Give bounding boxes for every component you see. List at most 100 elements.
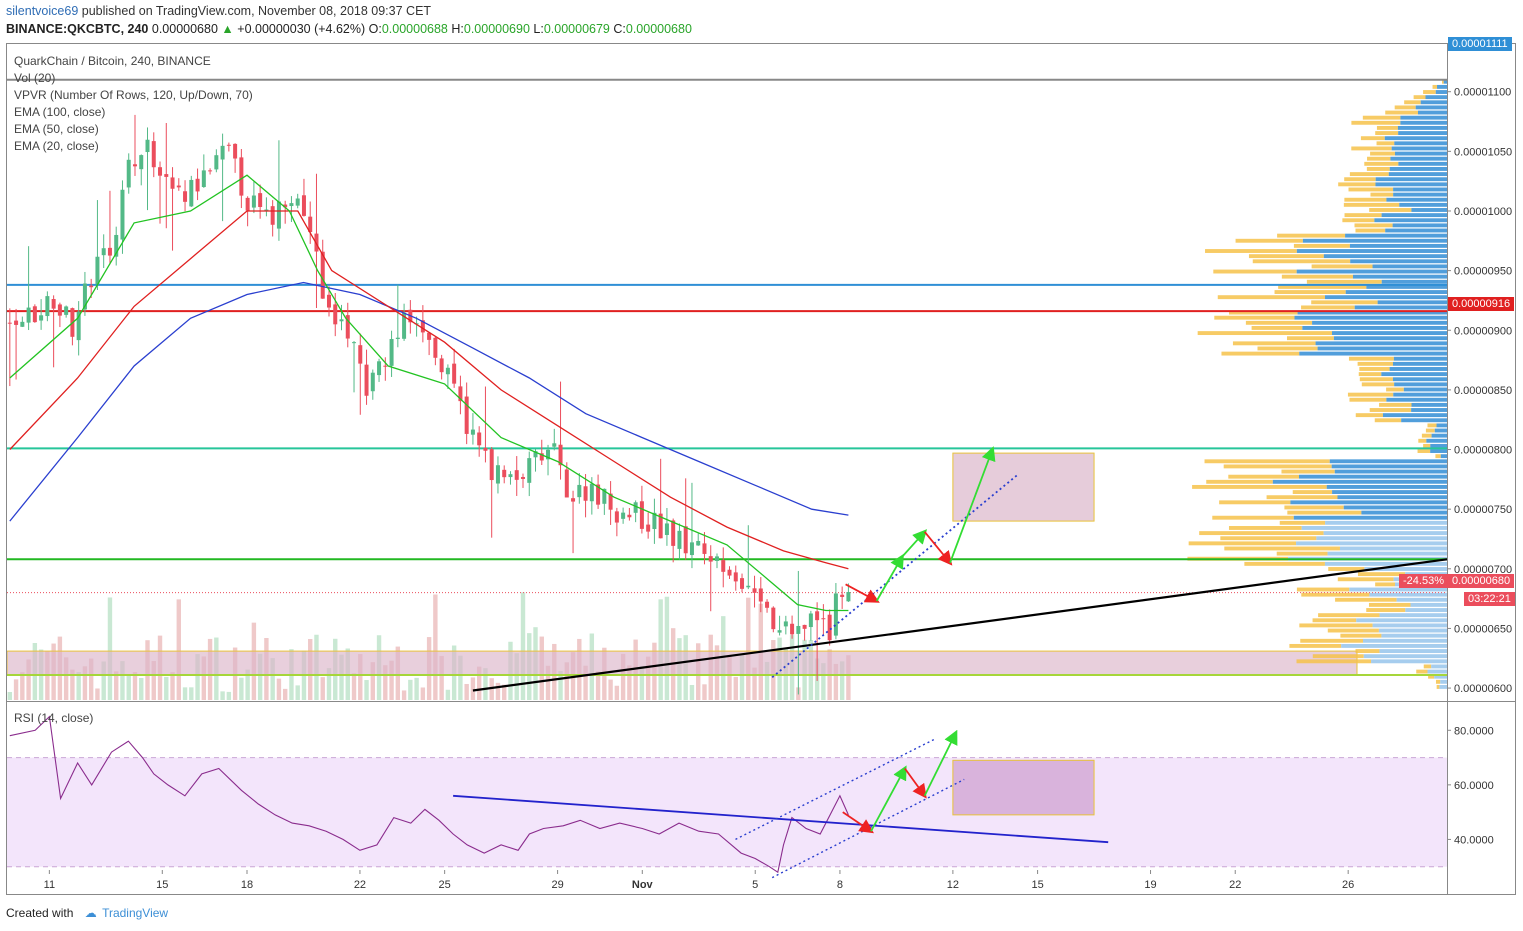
vpvr-down-row	[1370, 151, 1395, 156]
rsi-y-tick-label: 80.0000	[1454, 725, 1494, 737]
vpvr-up-row	[1392, 361, 1447, 366]
vpvr-down-row	[1417, 449, 1431, 453]
candle-body	[20, 321, 25, 327]
volume-bar	[702, 684, 707, 700]
vpvr-down-row	[1284, 505, 1344, 510]
vpvr-up-row	[1393, 192, 1447, 197]
vpvr-down-row	[1318, 613, 1380, 618]
vpvr-down-row	[1425, 428, 1435, 433]
volume-bar	[821, 663, 826, 700]
quote-line: BINANCE:QKCBTC, 240 0.00000680 ▲ +0.0000…	[6, 22, 692, 36]
candle-body	[183, 191, 188, 202]
candle-body	[352, 342, 357, 344]
candle-body	[621, 512, 626, 519]
vpvr-up-row	[1325, 520, 1447, 525]
volume-bar	[201, 656, 207, 700]
change-percent-tag: -24.53%	[1399, 574, 1448, 588]
volume-bar	[502, 684, 507, 700]
vpvr-down-row	[1232, 341, 1316, 346]
vpvr-up-row	[1400, 115, 1447, 120]
candle-body	[220, 145, 225, 160]
vpvr-up-row	[1394, 151, 1447, 156]
candle-body	[383, 365, 388, 367]
candle-body	[783, 621, 788, 627]
dotted-channel-line	[771, 473, 1019, 678]
vpvr-up-row	[1417, 110, 1447, 115]
vpvr-up-row	[1411, 208, 1447, 212]
volume-bar	[558, 671, 563, 700]
vpvr-up-row	[1296, 249, 1447, 253]
legend-vpvr[interactable]: VPVR (Number Of Rows, 120, Up/Down, 70)	[14, 88, 253, 102]
candle-body	[558, 444, 563, 466]
legend-ema100[interactable]: EMA (100, close)	[14, 105, 106, 119]
legend-vol[interactable]: Vol (20)	[14, 71, 56, 85]
volume-bar	[276, 678, 282, 700]
volume-bar	[595, 671, 601, 700]
vpvr-down-row	[1213, 269, 1297, 274]
candle-body	[126, 159, 131, 188]
volume-bar	[439, 655, 444, 700]
candle-body	[721, 560, 726, 572]
legend-title[interactable]: QuarkChain / Bitcoin, 240, BINANCE	[14, 54, 211, 68]
legend-ema20[interactable]: EMA (20, close)	[14, 139, 99, 153]
candle-body	[7, 322, 12, 324]
candle-body	[827, 614, 832, 641]
vpvr-down-row	[1188, 541, 1297, 546]
vpvr-down-row	[1306, 279, 1382, 284]
vpvr-down-row	[1423, 90, 1436, 94]
volume-bar	[7, 691, 13, 700]
vpvr-up-row	[1384, 136, 1447, 141]
tradingview-logo-icon[interactable]: ☁	[84, 906, 97, 920]
vpvr-down-row	[1379, 402, 1412, 407]
vpvr-down-row	[1197, 331, 1333, 336]
rsi-y-tick-label: 60.0000	[1454, 780, 1494, 792]
vpvr-down-row	[1370, 192, 1394, 197]
vpvr-up-row	[1389, 167, 1447, 171]
vpvr-up-row	[1394, 382, 1447, 387]
volume-bar	[689, 684, 695, 700]
vpvr-down-row	[1432, 84, 1438, 89]
indicator-legend: QuarkChain / Bitcoin, 240, BINANCE Vol (…	[14, 53, 253, 155]
volume-bar	[846, 655, 851, 700]
volume-bar	[639, 665, 645, 700]
vpvr-down-row	[1366, 608, 1406, 612]
vpvr-up-row	[1398, 131, 1447, 136]
tradingview-link[interactable]: TradingView	[102, 906, 169, 920]
vpvr-down-row	[1368, 602, 1411, 607]
vpvr-down-row	[1369, 208, 1412, 212]
vpvr-down-row	[1300, 638, 1364, 643]
candle-body	[339, 319, 344, 322]
vpvr-up-row	[1369, 592, 1447, 597]
vpvr-down-row	[1327, 628, 1379, 633]
candle-body	[120, 189, 125, 240]
created-with: Created with	[6, 906, 74, 920]
candle-body	[364, 364, 369, 396]
author-link[interactable]: silentvoice69	[6, 4, 79, 18]
vpvr-down-row	[1335, 597, 1397, 602]
vpvr-up-row	[1405, 608, 1447, 612]
vpvr-up-row	[1341, 643, 1447, 648]
vpvr-up-row	[1431, 664, 1447, 669]
candle-body	[683, 526, 688, 554]
rsi-legend[interactable]: RSI (14, close)	[14, 711, 94, 725]
candle-body	[802, 624, 807, 629]
rsi-band-fill	[7, 757, 1447, 867]
candle-body	[358, 345, 363, 364]
vpvr-down-row	[1421, 433, 1432, 438]
candle-body	[107, 247, 112, 256]
vpvr-down-row	[1292, 490, 1333, 495]
support-trendline	[472, 558, 1447, 692]
candle-body	[57, 304, 62, 316]
projection-arrow-up	[901, 529, 928, 558]
vpvr-down-row	[1359, 367, 1390, 371]
volume-bar	[433, 594, 438, 700]
vpvr-down-row	[1355, 413, 1383, 418]
legend-ema50[interactable]: EMA (50, close)	[14, 122, 99, 136]
x-tick-label: 8	[837, 879, 843, 891]
vpvr-up-row	[1350, 259, 1447, 264]
projection-arrow-down	[923, 531, 953, 566]
vpvr-up-row	[1426, 438, 1447, 443]
projection-arrow-up	[875, 553, 904, 602]
volume-bar	[389, 660, 394, 700]
